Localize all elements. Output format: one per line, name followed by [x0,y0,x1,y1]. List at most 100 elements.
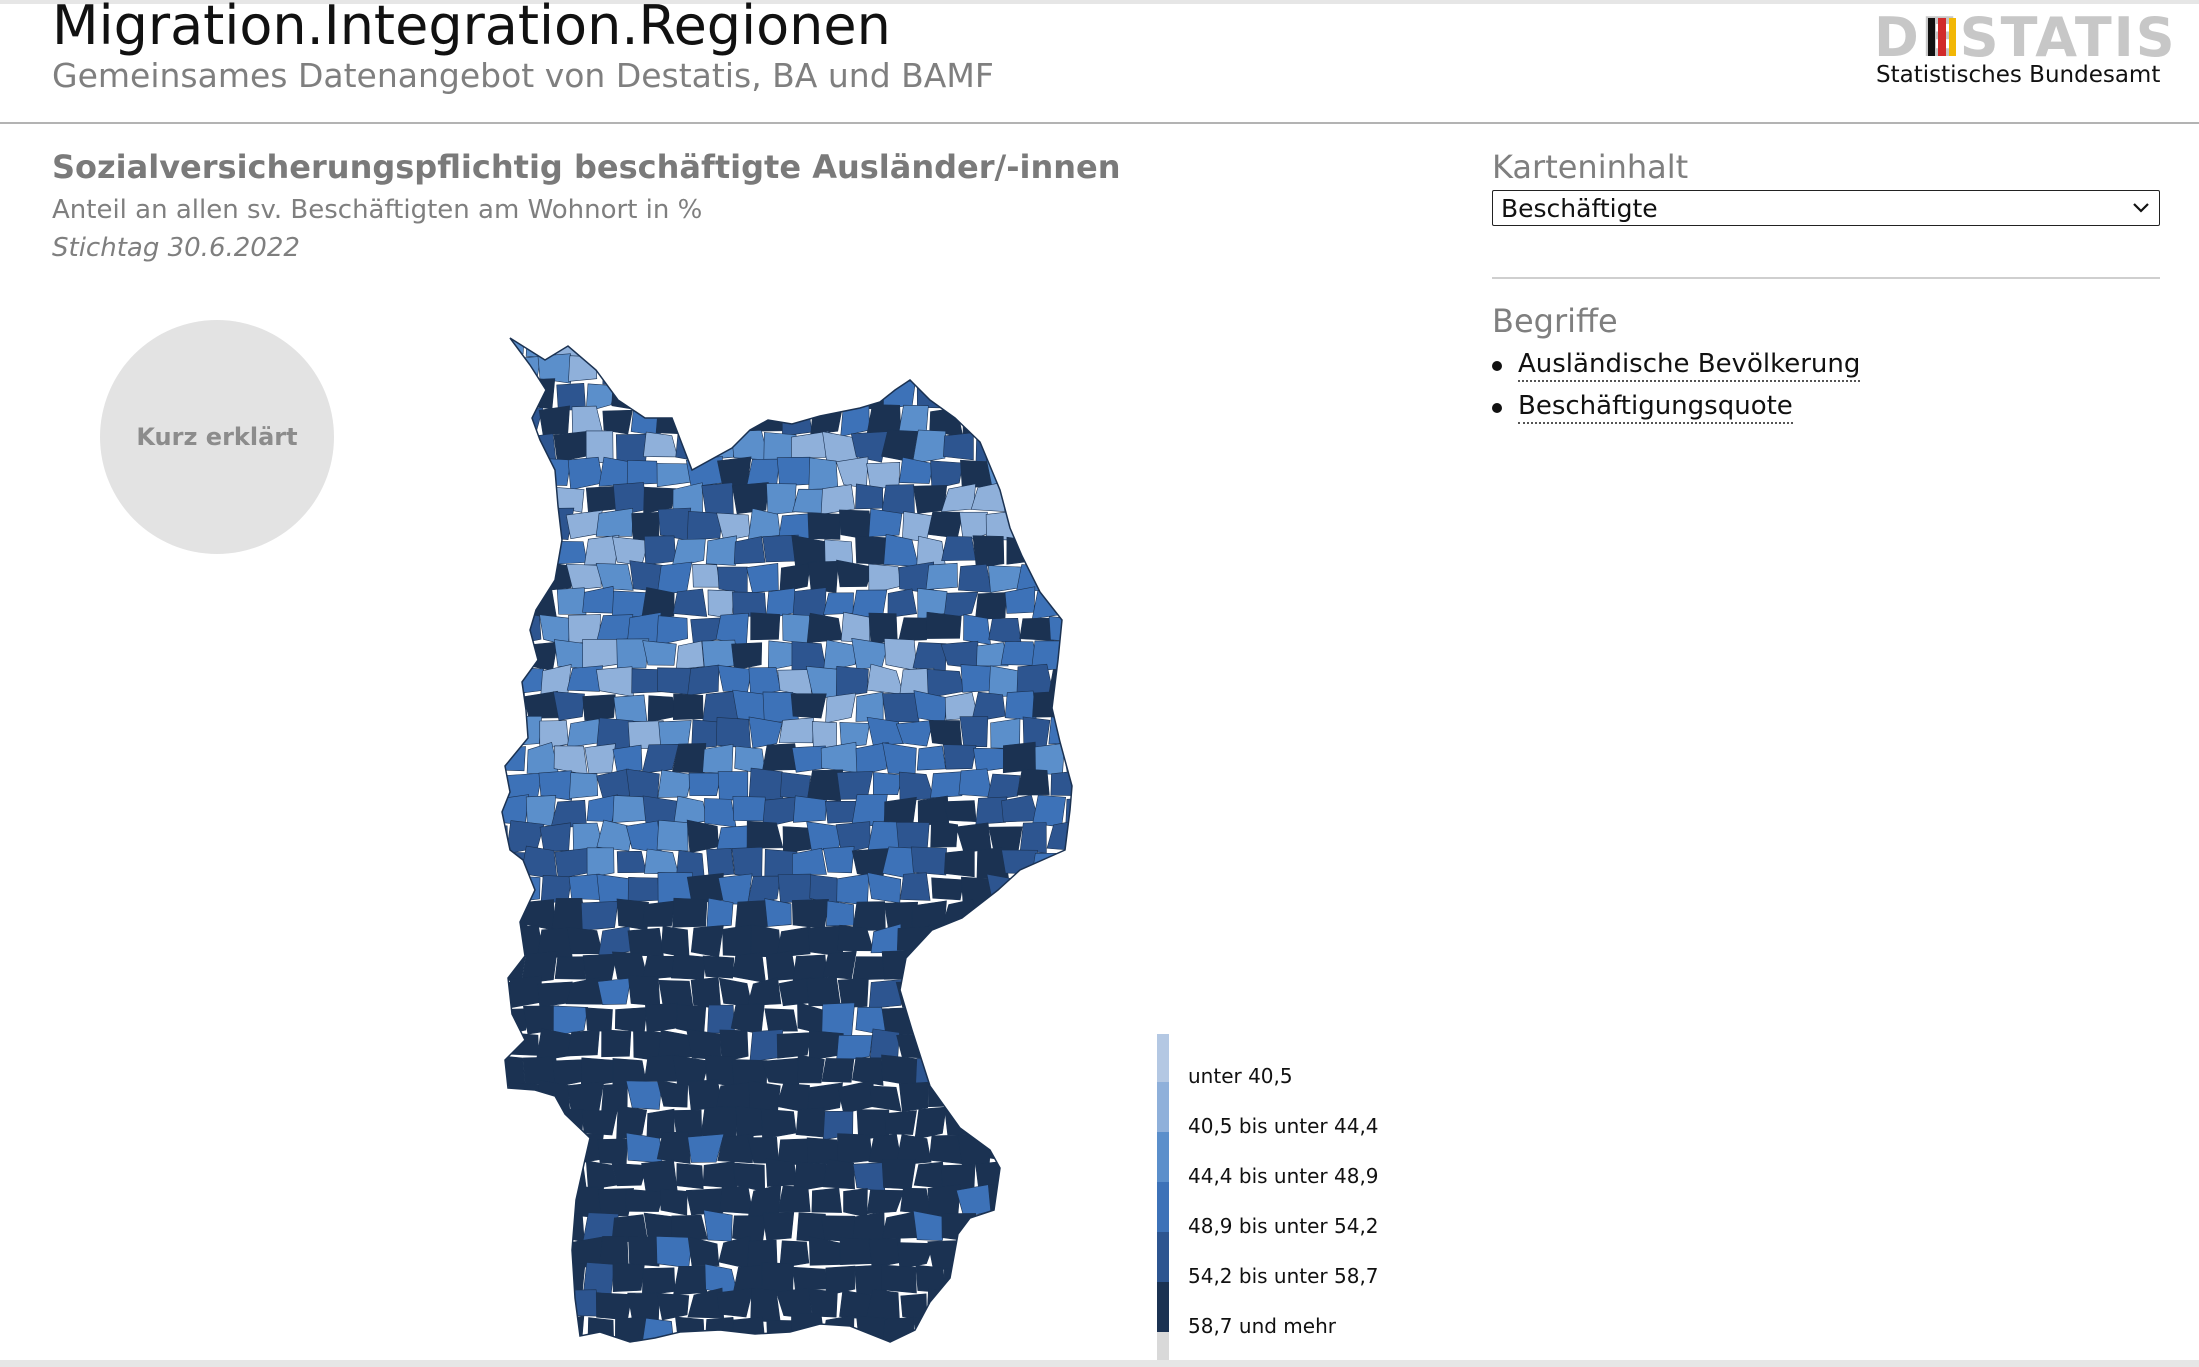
district-region[interactable] [552,1059,584,1088]
district-region[interactable] [837,977,869,1008]
district-region[interactable] [602,409,633,435]
district-region[interactable] [416,1290,453,1320]
district-region[interactable] [839,722,870,748]
district-region[interactable] [300,771,333,800]
district-region[interactable] [826,900,854,927]
district-region[interactable] [300,744,316,774]
district-region[interactable] [1002,741,1037,774]
district-region[interactable] [776,456,812,487]
district-region[interactable] [1045,1290,1077,1316]
district-region[interactable] [1030,1056,1065,1087]
district-region[interactable] [731,642,763,671]
district-region[interactable] [371,639,407,667]
district-region[interactable] [761,1057,800,1086]
district-region[interactable] [671,1214,708,1241]
district-region[interactable] [717,873,753,905]
district-region[interactable] [404,1056,439,1086]
district-region[interactable] [911,949,949,981]
district-region[interactable] [537,1340,572,1360]
district-region[interactable] [344,847,379,878]
district-region[interactable] [881,429,919,463]
district-region[interactable] [791,641,827,671]
district-region[interactable] [869,1085,902,1112]
district-region[interactable] [687,355,724,380]
district-region[interactable] [1002,330,1036,357]
district-region[interactable] [422,1084,453,1112]
district-region[interactable] [973,747,1005,773]
district-region[interactable] [300,382,317,412]
district-region[interactable] [1081,614,1100,645]
district-region[interactable] [328,406,364,434]
district-region[interactable] [300,330,315,357]
district-region[interactable] [868,563,902,595]
district-region[interactable] [748,1080,781,1113]
district-region[interactable] [492,382,529,409]
district-region[interactable] [393,820,420,848]
district-region[interactable] [1016,1034,1053,1056]
term-link-beschaeftigungsquote[interactable]: Beschäftigungsquote [1518,390,1793,424]
district-region[interactable] [827,331,857,360]
district-region[interactable] [1031,590,1066,620]
district-region[interactable] [356,978,392,1009]
district-region[interactable] [328,615,362,643]
district-region[interactable] [345,952,376,981]
district-region[interactable] [1077,511,1100,542]
district-region[interactable] [374,695,408,721]
district-region[interactable] [868,978,904,1009]
term-link-auslaendische-bevoelkerung[interactable]: Ausländische Bevölkerung [1518,348,1861,382]
district-region[interactable] [611,330,649,358]
district-region[interactable] [851,637,889,670]
district-region[interactable] [641,743,679,774]
district-region[interactable] [361,355,389,383]
district-region[interactable] [856,1315,888,1342]
district-region[interactable] [436,1106,463,1133]
district-region[interactable] [871,355,902,387]
district-region[interactable] [327,1135,360,1164]
district-region[interactable] [899,872,931,901]
district-region[interactable] [687,1133,725,1163]
district-region[interactable] [701,482,734,515]
district-region[interactable] [806,612,843,644]
district-region[interactable] [975,1261,1009,1294]
district-region[interactable] [357,821,392,853]
district-region[interactable] [510,1290,544,1321]
district-region[interactable] [345,589,378,619]
district-region[interactable] [1035,1212,1070,1239]
district-region[interactable] [300,1059,318,1087]
district-region[interactable] [1031,377,1069,411]
district-region[interactable] [421,978,451,1010]
district-region[interactable] [976,642,1009,667]
district-region[interactable] [1031,486,1066,514]
district-region[interactable] [582,585,616,614]
district-region[interactable] [1078,668,1100,694]
district-region[interactable] [418,513,454,537]
district-region[interactable] [613,694,648,723]
district-region[interactable] [656,1236,693,1269]
district-region[interactable] [985,356,1020,385]
district-region[interactable] [524,482,555,511]
district-region[interactable] [707,1004,735,1034]
explain-button[interactable]: Kurz erklärt [100,320,334,554]
district-region[interactable] [480,1082,513,1112]
district-region[interactable] [595,1292,633,1321]
district-region[interactable] [480,669,511,696]
district-region[interactable] [928,1082,963,1108]
district-region[interactable] [975,1212,1008,1244]
district-region[interactable] [449,353,483,384]
district-region[interactable] [506,1238,544,1271]
district-region[interactable] [315,1314,347,1348]
district-region[interactable] [616,638,650,669]
district-region[interactable] [944,1315,977,1346]
district-region[interactable] [1016,768,1050,796]
district-region[interactable] [1061,1107,1096,1140]
district-region[interactable] [931,877,965,901]
district-region[interactable] [401,1210,438,1239]
district-region[interactable] [911,1003,950,1035]
district-region[interactable] [404,691,438,720]
district-region[interactable] [417,459,449,489]
district-region[interactable] [497,1008,529,1037]
district-region[interactable] [433,745,468,774]
district-region[interactable] [963,614,991,645]
district-region[interactable] [1016,459,1053,489]
district-region[interactable] [492,586,529,618]
